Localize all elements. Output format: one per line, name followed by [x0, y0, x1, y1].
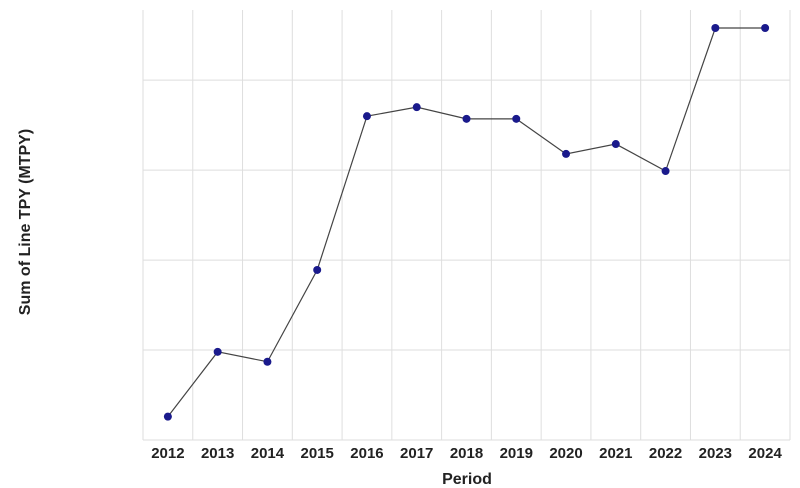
x-tick-label: 2016: [350, 445, 383, 462]
x-axis-title: Period: [442, 471, 492, 488]
line: [167, 27, 766, 417]
x-tick-label: 2020: [549, 445, 582, 462]
y-axis-title: Sum of Line TPY (MTPY): [17, 129, 34, 315]
point: [562, 149, 571, 158]
x-tick-label: 2013: [201, 445, 234, 462]
point: [761, 23, 770, 32]
x-tick-label: 2018: [450, 445, 483, 462]
x-tick-label: 2019: [500, 445, 533, 462]
point: [213, 347, 222, 356]
x-tick-label: 2017: [400, 445, 433, 462]
x-tick-label: 2014: [251, 445, 285, 462]
x-tick-label: 2022: [649, 445, 682, 462]
point: [611, 140, 620, 149]
x-tick-label: 2012: [151, 445, 184, 462]
x-tick-label: 2015: [301, 445, 334, 462]
x-tick-label: 2024: [748, 445, 782, 462]
point: [661, 167, 670, 176]
point: [362, 112, 371, 121]
point: [462, 114, 471, 123]
point: [711, 23, 720, 32]
point: [263, 357, 272, 366]
x-tick-label: 2021: [599, 445, 632, 462]
x-tick-label: 2023: [699, 445, 732, 462]
point: [313, 265, 322, 274]
point: [163, 412, 172, 421]
point: [412, 103, 421, 112]
point: [512, 114, 521, 123]
